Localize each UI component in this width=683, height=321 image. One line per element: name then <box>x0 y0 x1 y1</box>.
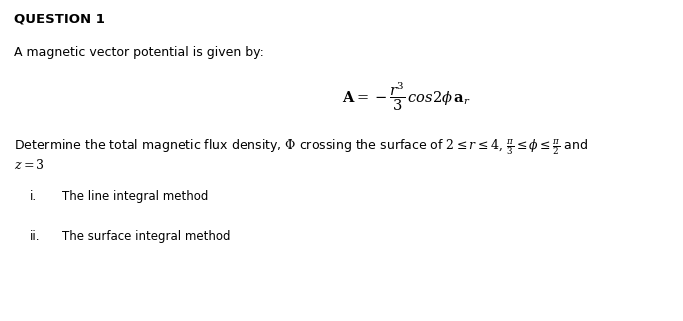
Text: $z = 3$: $z = 3$ <box>14 158 45 172</box>
Text: The surface integral method: The surface integral method <box>62 230 230 243</box>
Text: A magnetic vector potential is given by:: A magnetic vector potential is given by: <box>14 46 264 59</box>
Text: i.: i. <box>30 190 37 203</box>
Text: ii.: ii. <box>30 230 40 243</box>
Text: $\mathbf{A} = -\dfrac{r^3}{3}\,cos2\phi\,\mathbf{a}_r$: $\mathbf{A} = -\dfrac{r^3}{3}\,cos2\phi\… <box>342 80 471 113</box>
Text: QUESTION 1: QUESTION 1 <box>14 12 105 25</box>
Text: The line integral method: The line integral method <box>62 190 208 203</box>
Text: Determine the total magnetic flux density, $\Phi$ crossing the surface of $2 \le: Determine the total magnetic flux densit… <box>14 138 588 158</box>
